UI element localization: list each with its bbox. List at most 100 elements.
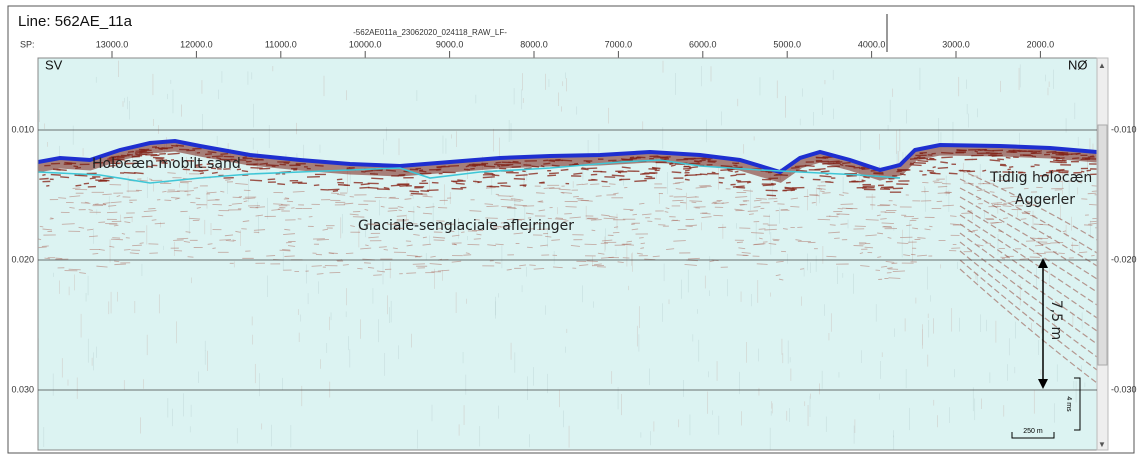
reflector <box>1062 160 1067 161</box>
reflector <box>500 186 510 187</box>
reflector <box>982 170 986 171</box>
reflector <box>590 184 599 185</box>
reflector <box>357 268 362 269</box>
scroll-up[interactable]: ▲ <box>1098 61 1106 70</box>
reflector <box>177 238 188 239</box>
reflector <box>292 182 302 183</box>
reflector <box>492 175 499 176</box>
reflector <box>913 163 925 164</box>
reflector <box>483 177 495 178</box>
reflector <box>1021 219 1026 220</box>
scroll-down[interactable]: ▼ <box>1098 440 1106 449</box>
reflector <box>384 249 388 250</box>
reflector <box>379 247 387 248</box>
reflector <box>1089 204 1097 205</box>
reflector <box>285 198 289 199</box>
reflector <box>73 188 81 189</box>
reflector <box>601 181 607 182</box>
reflector <box>689 201 702 202</box>
reflector <box>51 175 61 176</box>
reflector <box>536 193 545 194</box>
scrollbar-thumb[interactable] <box>1098 125 1107 365</box>
reflector <box>847 176 857 177</box>
reflector <box>821 171 830 172</box>
reflector <box>287 201 293 202</box>
reflector <box>168 153 180 154</box>
reflector <box>529 265 535 266</box>
reflector <box>941 157 952 158</box>
reflector <box>39 178 48 179</box>
reflector <box>484 173 493 174</box>
reflector <box>250 168 262 169</box>
reflector <box>69 269 81 270</box>
reflector <box>712 172 716 173</box>
reflector <box>529 173 538 174</box>
reflector <box>1002 258 1005 259</box>
reflector <box>634 181 646 182</box>
reflector <box>486 206 498 207</box>
reflector <box>411 193 423 194</box>
reflector <box>561 169 569 170</box>
reflector <box>641 243 645 244</box>
reflector <box>519 200 523 201</box>
reflector <box>573 196 579 197</box>
reflector <box>672 172 682 173</box>
section-background <box>38 58 1097 450</box>
reflector <box>757 264 768 265</box>
reflector <box>887 268 893 269</box>
reflector <box>457 180 463 181</box>
reflector <box>103 178 114 179</box>
reflector <box>452 189 463 190</box>
reflector <box>1050 242 1063 243</box>
reflector <box>498 196 511 197</box>
reflector <box>42 175 45 176</box>
reflector <box>451 181 457 182</box>
reflector <box>200 173 204 174</box>
reflector <box>622 167 631 168</box>
reflector <box>990 192 995 193</box>
reflector <box>173 240 184 241</box>
reflector <box>268 179 275 180</box>
reflector <box>938 168 948 169</box>
reflector <box>945 192 951 193</box>
reflector <box>830 225 836 226</box>
reflector <box>565 207 576 208</box>
sp-tick-label: 8000.0 <box>520 39 548 49</box>
reflector <box>132 245 142 246</box>
reflector <box>646 176 653 177</box>
vertical-scale-label: 4 ms <box>1065 396 1072 412</box>
file-name: -562AE011a_23062020_024118_RAW_LF- <box>353 28 507 37</box>
reflector <box>938 186 947 187</box>
reflector <box>737 242 743 243</box>
reflector <box>800 177 803 178</box>
reflector <box>990 160 1001 161</box>
reflector <box>391 185 400 186</box>
reflector <box>359 187 369 188</box>
direction-right: NØ <box>1068 57 1088 72</box>
reflector <box>1009 167 1013 168</box>
reflector <box>142 216 153 217</box>
reflector <box>592 230 596 231</box>
reflector <box>685 170 690 171</box>
reflector <box>167 191 180 192</box>
reflector <box>940 162 948 163</box>
reflector <box>736 187 745 188</box>
reflector <box>763 185 775 186</box>
reflector <box>929 226 932 227</box>
reflector <box>514 179 525 180</box>
reflector <box>167 173 175 174</box>
seismic-viewer: Line: 562AE_11a -562AE011a_23062020_0241… <box>0 0 1142 457</box>
reflector <box>463 255 471 256</box>
reflector <box>863 177 869 178</box>
reflector <box>685 179 690 180</box>
reflector <box>740 205 745 206</box>
left-time-label: 0.010 <box>11 124 34 134</box>
left-time-label: 0.030 <box>11 384 34 394</box>
reflector <box>188 257 194 258</box>
reflector <box>371 178 383 179</box>
reflector <box>933 167 936 168</box>
reflector <box>337 179 342 180</box>
reflector <box>950 216 956 217</box>
reflector <box>1006 157 1011 158</box>
reflector <box>692 202 697 203</box>
